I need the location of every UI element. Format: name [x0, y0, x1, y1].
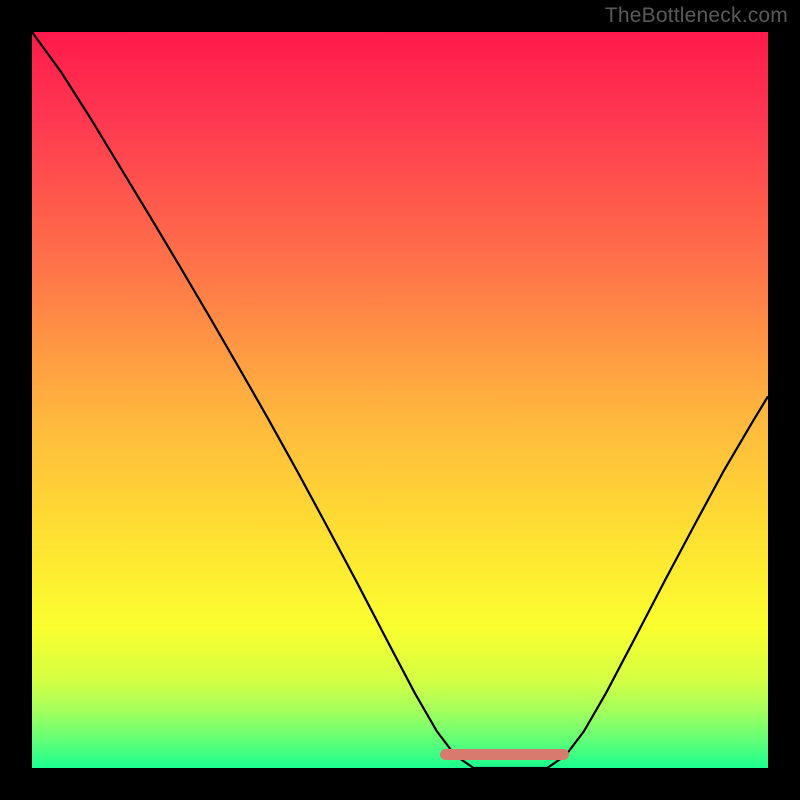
- minimum-marker: [440, 749, 569, 760]
- chart-curve: [32, 32, 768, 768]
- plot-frame: [32, 32, 768, 768]
- plot-area: [32, 32, 768, 768]
- curve-path: [32, 32, 768, 768]
- watermark-text: TheBottleneck.com: [605, 4, 788, 28]
